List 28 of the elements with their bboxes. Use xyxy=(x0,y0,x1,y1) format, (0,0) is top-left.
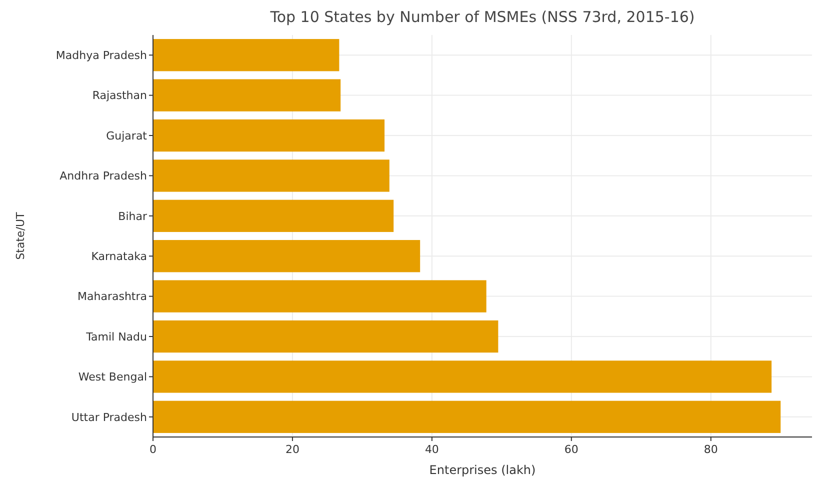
bar xyxy=(153,79,341,112)
chart-title: Top 10 States by Number of MSMEs (NSS 73rd, 2015-16) xyxy=(269,8,695,26)
x-tick-label: 80 xyxy=(704,443,718,456)
y-axis-title: State/UT xyxy=(14,212,27,260)
bar xyxy=(153,320,498,353)
x-tick-label: 20 xyxy=(285,443,300,456)
bar xyxy=(153,280,486,312)
y-tick-label: Rajasthan xyxy=(92,89,148,102)
y-tick-label: Andhra Pradesh xyxy=(60,170,148,183)
bar xyxy=(153,119,385,152)
y-tick-label: Madhya Pradesh xyxy=(56,48,148,62)
bar xyxy=(153,39,340,72)
y-tick-label: Uttar Pradesh xyxy=(71,410,148,424)
bar xyxy=(153,240,420,272)
y-tick-label: West Bengal xyxy=(78,370,147,384)
x-tick-label: 0 xyxy=(150,443,156,456)
x-tick-label: 60 xyxy=(564,443,578,456)
bar xyxy=(153,360,772,393)
bar xyxy=(153,160,390,192)
bar xyxy=(153,400,781,433)
y-tick-label: Bihar xyxy=(118,210,148,223)
y-tick-label: Tamil Nadu xyxy=(85,330,147,344)
x-axis-title: Enterprises (lakh) xyxy=(429,463,536,477)
y-tick-label: Karnataka xyxy=(91,250,147,263)
y-tick-label: Gujarat xyxy=(106,129,148,142)
x-tick-label: 40 xyxy=(424,443,439,456)
y-tick-label: Maharashtra xyxy=(78,290,147,304)
bar xyxy=(153,200,394,232)
